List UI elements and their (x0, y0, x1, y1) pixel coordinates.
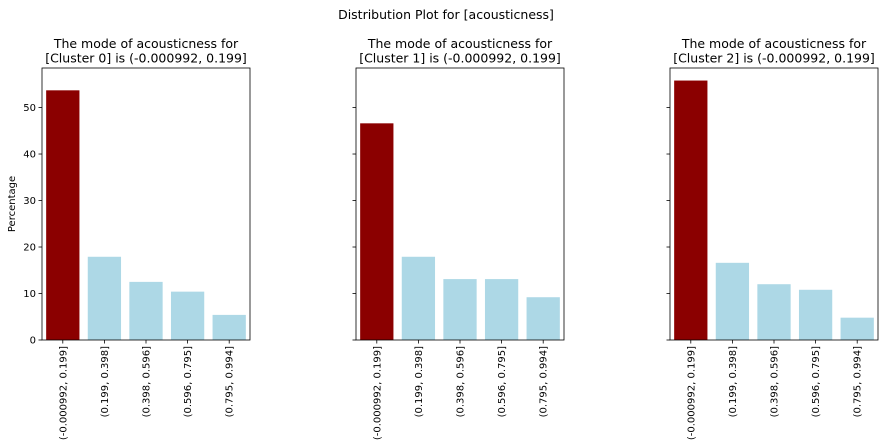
x-tick-label-4: (0.795, 0.994] (539, 346, 550, 418)
subplot-cluster-2: The mode of acousticness for[Cluster 2] … (666, 36, 879, 440)
y-tick-label-0: 0 (30, 336, 36, 347)
x-tick-label-1: (0.199, 0.398] (728, 346, 739, 418)
x-tick-label-3: (0.596, 0.795] (183, 346, 194, 418)
bar-3 (170, 291, 205, 340)
x-tick-label-2: (0.398, 0.596] (456, 346, 467, 418)
bar-0 (46, 90, 80, 340)
y-axis-label: Percentage (7, 176, 18, 232)
bar-2 (443, 279, 477, 340)
subplot-cluster-1: The mode of acousticness for[Cluster 1] … (352, 36, 565, 440)
subplot-title-line-0: The mode of acousticness for (53, 36, 239, 51)
x-tick-label-3: (0.596, 0.795] (811, 346, 822, 418)
x-tick-label-3: (0.596, 0.795] (497, 346, 508, 418)
bar-3 (484, 279, 519, 340)
x-tick-label-1: (0.199, 0.398] (100, 346, 111, 418)
bar-1 (715, 262, 750, 340)
y-tick-label-1: 10 (23, 289, 36, 300)
x-tick-label-2: (0.398, 0.596] (770, 346, 781, 418)
x-tick-label-4: (0.795, 0.994] (853, 346, 864, 418)
x-tick-label-0: (-0.000992, 0.199] (58, 346, 69, 440)
subplot-title-line-1: [Cluster 1] is (-0.000992, 0.199] (359, 51, 561, 66)
y-tick-label-4: 40 (23, 150, 36, 161)
y-tick-label-5: 50 (23, 103, 36, 114)
figure-suptitle: Distribution Plot for [acousticness] (338, 7, 554, 22)
x-tick-label-0: (-0.000992, 0.199] (372, 346, 383, 440)
subplot-title-line-1: [Cluster 0] is (-0.000992, 0.199] (45, 51, 247, 66)
bar-2 (129, 281, 163, 340)
bar-2 (757, 284, 791, 340)
bar-0 (360, 123, 394, 340)
x-tick-label-2: (0.398, 0.596] (142, 346, 153, 418)
x-tick-label-1: (0.199, 0.398] (414, 346, 425, 418)
bar-1 (87, 256, 122, 340)
subplot-title-line-0: The mode of acousticness for (681, 36, 867, 51)
subplot-title-line-0: The mode of acousticness for (367, 36, 553, 51)
bar-4 (526, 297, 560, 340)
bar-0 (674, 80, 708, 341)
subplot-grid: The mode of acousticness for[Cluster 0] … (7, 36, 879, 440)
bar-4 (212, 314, 246, 340)
y-tick-label-3: 30 (23, 196, 36, 207)
bar-3 (798, 289, 833, 340)
bar-1 (401, 256, 436, 340)
x-tick-label-4: (0.795, 0.994] (225, 346, 236, 418)
x-tick-label-0: (-0.000992, 0.199] (686, 346, 697, 440)
subplot-title-line-1: [Cluster 2] is (-0.000992, 0.199] (673, 51, 875, 66)
bar-4 (840, 317, 874, 340)
y-tick-label-2: 20 (23, 243, 36, 254)
subplot-cluster-0: The mode of acousticness for[Cluster 0] … (7, 36, 251, 440)
